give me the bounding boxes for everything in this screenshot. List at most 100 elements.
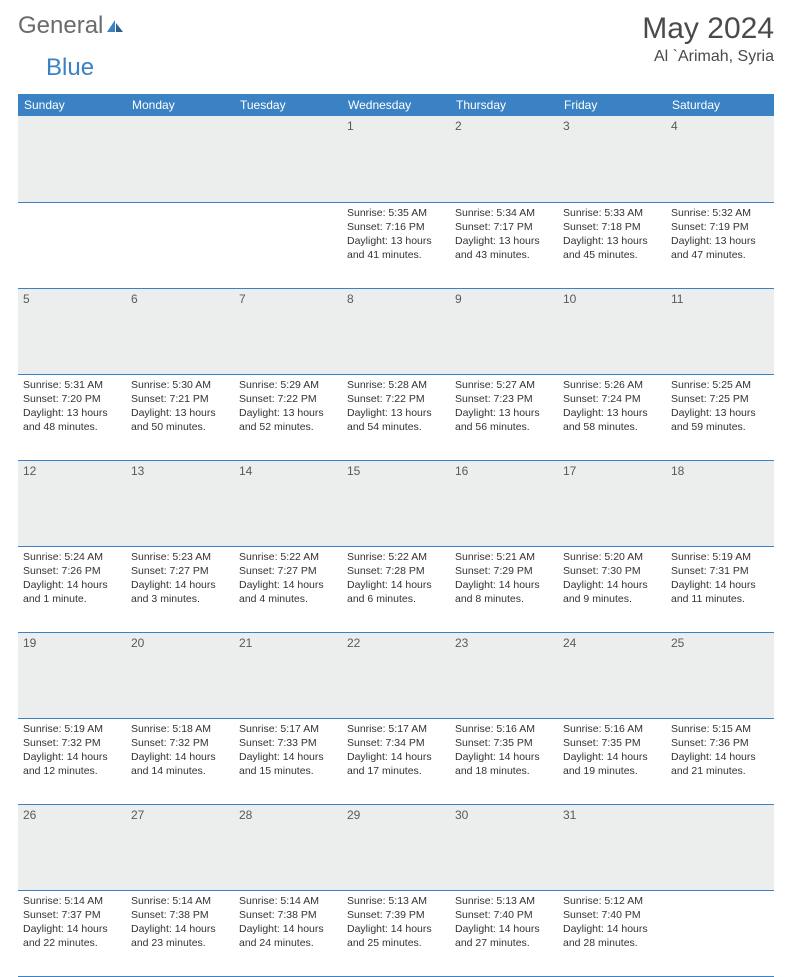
day-number: 11	[666, 288, 774, 374]
day-cell: Sunrise: 5:19 AMSunset: 7:32 PMDaylight:…	[18, 718, 126, 804]
daylight-text: Daylight: 14 hours and 9 minutes.	[563, 578, 661, 606]
day-cell: Sunrise: 5:12 AMSunset: 7:40 PMDaylight:…	[558, 890, 666, 976]
weekday-header: Wednesday	[342, 94, 450, 116]
logo: General	[18, 12, 127, 40]
day-cell: Sunrise: 5:18 AMSunset: 7:32 PMDaylight:…	[126, 718, 234, 804]
day-cell	[126, 202, 234, 288]
day-number: 12	[18, 460, 126, 546]
day-cell: Sunrise: 5:22 AMSunset: 7:28 PMDaylight:…	[342, 546, 450, 632]
day-details: Sunrise: 5:22 AMSunset: 7:28 PMDaylight:…	[347, 550, 445, 607]
day-number: 6	[126, 288, 234, 374]
sunrise-text: Sunrise: 5:33 AM	[563, 206, 661, 220]
sunrise-text: Sunrise: 5:24 AM	[23, 550, 121, 564]
day-number: 30	[450, 804, 558, 890]
sunrise-text: Sunrise: 5:22 AM	[239, 550, 337, 564]
daylight-text: Daylight: 14 hours and 22 minutes.	[23, 922, 121, 950]
day-details: Sunrise: 5:18 AMSunset: 7:32 PMDaylight:…	[131, 722, 229, 779]
daylight-text: Daylight: 13 hours and 56 minutes.	[455, 406, 553, 434]
daylight-text: Daylight: 14 hours and 14 minutes.	[131, 750, 229, 778]
day-cell: Sunrise: 5:16 AMSunset: 7:35 PMDaylight:…	[558, 718, 666, 804]
weekday-header: Thursday	[450, 94, 558, 116]
sunset-text: Sunset: 7:30 PM	[563, 564, 661, 578]
day-cell: Sunrise: 5:24 AMSunset: 7:26 PMDaylight:…	[18, 546, 126, 632]
daylight-text: Daylight: 13 hours and 47 minutes.	[671, 234, 769, 262]
daylight-text: Daylight: 14 hours and 12 minutes.	[23, 750, 121, 778]
daylight-text: Daylight: 14 hours and 15 minutes.	[239, 750, 337, 778]
logo-text-general: General	[18, 12, 103, 40]
sunset-text: Sunset: 7:20 PM	[23, 392, 121, 406]
day-details: Sunrise: 5:26 AMSunset: 7:24 PMDaylight:…	[563, 378, 661, 435]
day-number: 17	[558, 460, 666, 546]
sunset-text: Sunset: 7:27 PM	[131, 564, 229, 578]
daylight-text: Daylight: 14 hours and 18 minutes.	[455, 750, 553, 778]
day-content-row: Sunrise: 5:35 AMSunset: 7:16 PMDaylight:…	[18, 202, 774, 288]
sunrise-text: Sunrise: 5:29 AM	[239, 378, 337, 392]
day-number: 24	[558, 632, 666, 718]
day-number: 5	[18, 288, 126, 374]
sunset-text: Sunset: 7:36 PM	[671, 736, 769, 750]
weekday-header: Friday	[558, 94, 666, 116]
location-label: Al `Arimah, Syria	[642, 48, 774, 66]
daylight-text: Daylight: 13 hours and 45 minutes.	[563, 234, 661, 262]
daylight-text: Daylight: 13 hours and 48 minutes.	[23, 406, 121, 434]
daylight-text: Daylight: 13 hours and 52 minutes.	[239, 406, 337, 434]
day-cell: Sunrise: 5:15 AMSunset: 7:36 PMDaylight:…	[666, 718, 774, 804]
day-cell: Sunrise: 5:28 AMSunset: 7:22 PMDaylight:…	[342, 374, 450, 460]
day-details: Sunrise: 5:20 AMSunset: 7:30 PMDaylight:…	[563, 550, 661, 607]
day-number: 7	[234, 288, 342, 374]
sunset-text: Sunset: 7:18 PM	[563, 220, 661, 234]
day-cell: Sunrise: 5:34 AMSunset: 7:17 PMDaylight:…	[450, 202, 558, 288]
sunset-text: Sunset: 7:29 PM	[455, 564, 553, 578]
day-details: Sunrise: 5:24 AMSunset: 7:26 PMDaylight:…	[23, 550, 121, 607]
day-cell: Sunrise: 5:21 AMSunset: 7:29 PMDaylight:…	[450, 546, 558, 632]
sunrise-text: Sunrise: 5:17 AM	[347, 722, 445, 736]
day-number: 1	[342, 116, 450, 202]
daylight-text: Daylight: 14 hours and 3 minutes.	[131, 578, 229, 606]
sunrise-text: Sunrise: 5:18 AM	[131, 722, 229, 736]
sunrise-text: Sunrise: 5:14 AM	[239, 894, 337, 908]
day-details: Sunrise: 5:28 AMSunset: 7:22 PMDaylight:…	[347, 378, 445, 435]
day-number	[126, 116, 234, 202]
day-details: Sunrise: 5:14 AMSunset: 7:37 PMDaylight:…	[23, 894, 121, 951]
day-cell: Sunrise: 5:14 AMSunset: 7:38 PMDaylight:…	[126, 890, 234, 976]
day-number: 25	[666, 632, 774, 718]
sunrise-text: Sunrise: 5:22 AM	[347, 550, 445, 564]
sunset-text: Sunset: 7:31 PM	[671, 564, 769, 578]
month-title: May 2024	[642, 12, 774, 46]
day-number: 8	[342, 288, 450, 374]
daylight-text: Daylight: 14 hours and 6 minutes.	[347, 578, 445, 606]
day-number: 19	[18, 632, 126, 718]
day-details: Sunrise: 5:17 AMSunset: 7:33 PMDaylight:…	[239, 722, 337, 779]
day-details: Sunrise: 5:30 AMSunset: 7:21 PMDaylight:…	[131, 378, 229, 435]
day-details: Sunrise: 5:16 AMSunset: 7:35 PMDaylight:…	[563, 722, 661, 779]
day-number: 18	[666, 460, 774, 546]
sunset-text: Sunset: 7:27 PM	[239, 564, 337, 578]
day-content-row: Sunrise: 5:31 AMSunset: 7:20 PMDaylight:…	[18, 374, 774, 460]
daylight-text: Daylight: 14 hours and 27 minutes.	[455, 922, 553, 950]
weekday-header: Sunday	[18, 94, 126, 116]
day-details: Sunrise: 5:27 AMSunset: 7:23 PMDaylight:…	[455, 378, 553, 435]
sunrise-text: Sunrise: 5:31 AM	[23, 378, 121, 392]
day-details: Sunrise: 5:14 AMSunset: 7:38 PMDaylight:…	[239, 894, 337, 951]
day-cell: Sunrise: 5:23 AMSunset: 7:27 PMDaylight:…	[126, 546, 234, 632]
daylight-text: Daylight: 14 hours and 17 minutes.	[347, 750, 445, 778]
daylight-text: Daylight: 14 hours and 28 minutes.	[563, 922, 661, 950]
sunrise-text: Sunrise: 5:20 AM	[563, 550, 661, 564]
day-number: 29	[342, 804, 450, 890]
day-number: 21	[234, 632, 342, 718]
sunset-text: Sunset: 7:38 PM	[239, 908, 337, 922]
day-details: Sunrise: 5:32 AMSunset: 7:19 PMDaylight:…	[671, 206, 769, 263]
sunrise-text: Sunrise: 5:16 AM	[455, 722, 553, 736]
sunset-text: Sunset: 7:34 PM	[347, 736, 445, 750]
day-number-row: 12131415161718	[18, 460, 774, 546]
day-number: 14	[234, 460, 342, 546]
daylight-text: Daylight: 14 hours and 1 minute.	[23, 578, 121, 606]
day-details: Sunrise: 5:31 AMSunset: 7:20 PMDaylight:…	[23, 378, 121, 435]
day-number: 9	[450, 288, 558, 374]
day-cell: Sunrise: 5:35 AMSunset: 7:16 PMDaylight:…	[342, 202, 450, 288]
day-details: Sunrise: 5:34 AMSunset: 7:17 PMDaylight:…	[455, 206, 553, 263]
weekday-header: Tuesday	[234, 94, 342, 116]
day-number	[234, 116, 342, 202]
day-cell: Sunrise: 5:20 AMSunset: 7:30 PMDaylight:…	[558, 546, 666, 632]
sunset-text: Sunset: 7:35 PM	[563, 736, 661, 750]
